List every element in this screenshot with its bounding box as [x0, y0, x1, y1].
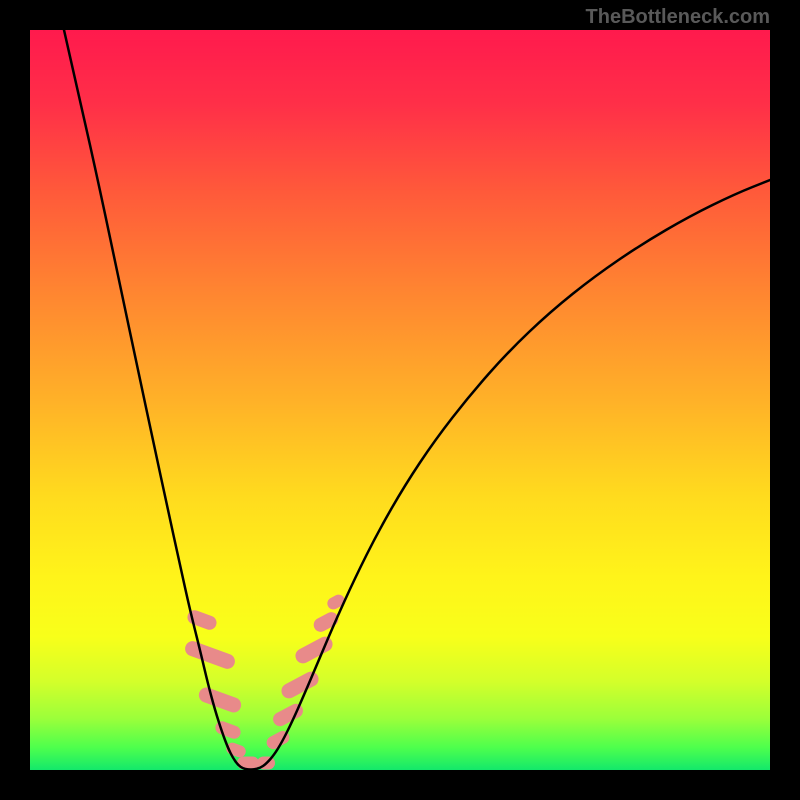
v-curve — [64, 30, 770, 770]
watermark-text: TheBottleneck.com — [586, 6, 770, 29]
plot-area — [30, 30, 770, 770]
curve-layer — [30, 30, 770, 770]
marker — [197, 685, 243, 714]
chart-frame: TheBottleneck.com — [0, 0, 800, 800]
marker — [183, 639, 237, 671]
marker — [279, 669, 321, 701]
